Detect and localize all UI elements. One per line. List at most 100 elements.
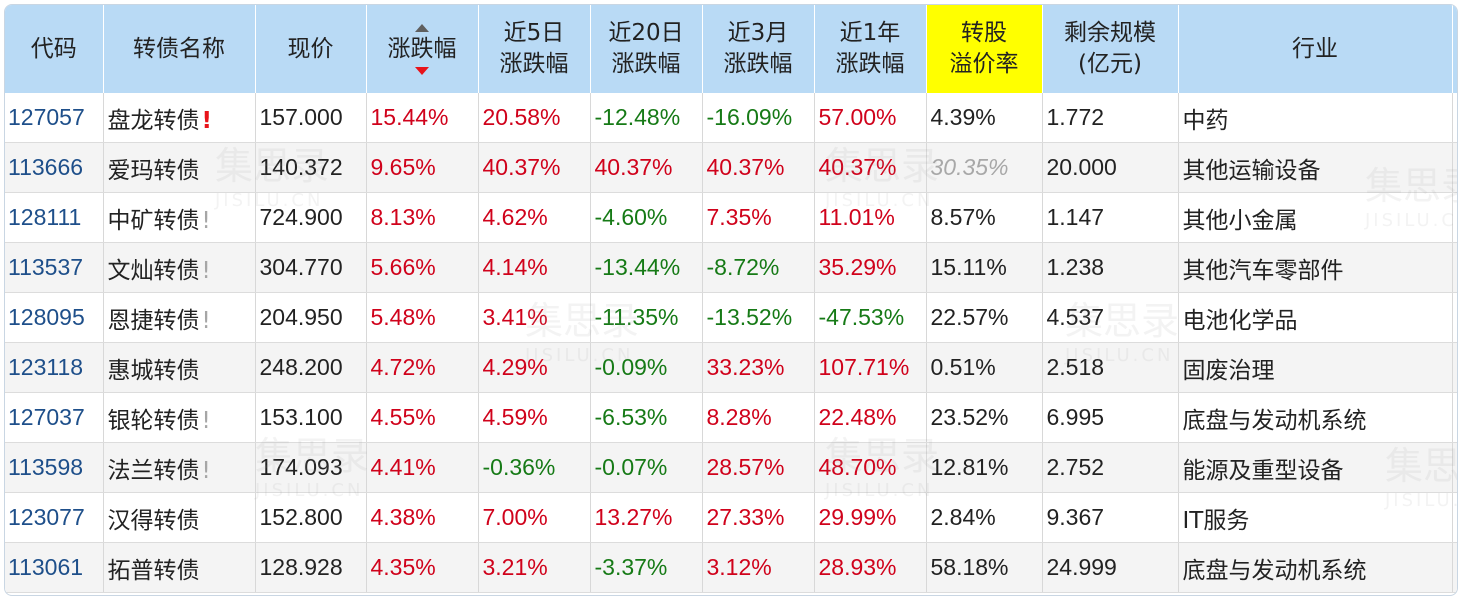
sort-asc-icon[interactable]: [415, 23, 429, 32]
bond-name-cell[interactable]: 文灿转债!: [103, 242, 256, 293]
overflow-cell: [1452, 442, 1457, 493]
change-cell: 15.44%: [366, 93, 479, 143]
bond-code-link[interactable]: 128095: [5, 292, 104, 343]
bond-name-cell[interactable]: 拓普转债: [103, 542, 256, 593]
industry-cell: 其他汽车零部件: [1178, 242, 1453, 293]
conversion-premium-cell: 23.52%: [926, 392, 1043, 443]
bond-name[interactable]: 文灿转债: [107, 257, 200, 284]
remaining-scale-cell: 20.000: [1042, 142, 1179, 193]
header-bond-name[interactable]: 转债名称: [103, 5, 256, 93]
price-cell: 153.100: [255, 392, 367, 443]
conversion-premium-cell: 12.81%: [926, 442, 1043, 493]
table-row[interactable]: 113598 法兰转债! 174.093 4.41% -0.36% -0.07% 28.57…: [5, 442, 1457, 493]
bond-name[interactable]: 中矿转债: [107, 207, 200, 234]
bond-name[interactable]: 法兰转债: [107, 457, 200, 484]
bond-name[interactable]: 汉得转债: [107, 507, 200, 534]
header-label: 现价: [287, 35, 334, 62]
bond-code-link[interactable]: 127057: [5, 93, 104, 143]
change-3m-cell: -8.72%: [702, 242, 815, 293]
header-remaining-scale[interactable]: 剩余规模 (亿元): [1042, 5, 1179, 93]
bond-name[interactable]: 惠城转债: [107, 357, 200, 384]
change-3m-cell: -16.09%: [702, 93, 815, 143]
bond-name-cell[interactable]: 银轮转债!: [103, 392, 256, 443]
price-cell: 157.000: [255, 93, 367, 143]
change-3m-cell: 8.28%: [702, 392, 815, 443]
header-overflow: [1452, 5, 1457, 93]
industry-cell: 底盘与发动机系统: [1178, 542, 1453, 593]
header-conversion-premium[interactable]: 转股 溢价率: [926, 5, 1043, 93]
header-code[interactable]: 代码: [5, 5, 104, 93]
overflow-cell: [1452, 542, 1457, 593]
overflow-cell: [1452, 242, 1457, 293]
industry-cell: IT服务: [1178, 492, 1453, 543]
overflow-cell: [1452, 292, 1457, 343]
change-1y-cell: 28.93%: [814, 542, 927, 593]
conversion-premium-cell: 2.84%: [926, 492, 1043, 543]
change-20d-cell: -3.37%: [590, 542, 703, 593]
bond-code-link[interactable]: 113666: [5, 142, 104, 193]
table-row[interactable]: 127057 盘龙转债! 157.000 15.44% 20.58% -12.48% -16…: [5, 93, 1457, 143]
warning-icon[interactable]: !: [201, 257, 211, 284]
warning-icon[interactable]: !: [201, 207, 211, 234]
bond-name[interactable]: 恩捷转债: [107, 307, 200, 334]
bond-code-link[interactable]: 123077: [5, 492, 104, 543]
table-row[interactable]: 113537 文灿转债! 304.770 5.66% 4.14% -13.44% -8.72…: [5, 242, 1457, 293]
header-change[interactable]: 涨跌幅: [366, 5, 479, 93]
bond-name[interactable]: 盘龙转债: [107, 107, 200, 134]
bond-name-cell[interactable]: 爱玛转债: [103, 142, 256, 193]
table-row[interactable]: 123118 惠城转债 248.200 4.72% 4.29% -0.09% 33.23% 1…: [5, 342, 1457, 393]
header-change-1y[interactable]: 近1年 涨跌幅: [814, 5, 927, 93]
header-label: 溢价率: [949, 51, 1019, 77]
header-change-20d[interactable]: 近20日 涨跌幅: [590, 5, 703, 93]
change-5d-cell: 7.00%: [478, 492, 591, 543]
table-body: 127057 盘龙转债! 157.000 15.44% 20.58% -12.48% -16…: [5, 93, 1457, 593]
table-row[interactable]: 128111 中矿转债! 724.900 8.13% 4.62% -4.60% 7.35% 1…: [5, 192, 1457, 243]
bond-name-cell[interactable]: 法兰转债!: [103, 442, 256, 493]
header-label: 近1年: [839, 20, 901, 46]
bond-name[interactable]: 爱玛转债: [107, 157, 200, 184]
price-cell: 174.093: [255, 442, 367, 493]
remaining-scale-cell: 1.772: [1042, 93, 1179, 143]
bond-code-link[interactable]: 113598: [5, 442, 104, 493]
table-row[interactable]: 128095 恩捷转债! 204.950 5.48% 3.41% -11.35% -13.5…: [5, 292, 1457, 343]
header-industry[interactable]: 行业: [1178, 5, 1453, 93]
warning-icon[interactable]: !: [201, 107, 213, 134]
sort-desc-icon[interactable]: [415, 66, 429, 75]
bond-code-link[interactable]: 128111: [5, 192, 104, 243]
bond-name-cell[interactable]: 恩捷转债!: [103, 292, 256, 343]
conversion-premium-cell: 22.57%: [926, 292, 1043, 343]
header-label: 转债名称: [133, 35, 225, 62]
change-5d-cell: -0.36%: [478, 442, 591, 493]
bond-name-cell[interactable]: 盘龙转债!: [103, 93, 256, 143]
industry-cell: 能源及重型设备: [1178, 442, 1453, 493]
table-row[interactable]: 123077 汉得转债 152.800 4.38% 7.00% 13.27% 27.33% 2…: [5, 492, 1457, 543]
industry-cell: 电池化学品: [1178, 292, 1453, 343]
table-row[interactable]: 113061 拓普转债 128.928 4.35% 3.21% -3.37% 3.12% 28…: [5, 542, 1457, 593]
warning-icon[interactable]: !: [201, 307, 211, 334]
change-3m-cell: -13.52%: [702, 292, 815, 343]
table-row[interactable]: 113666 爱玛转债 140.372 9.65% 40.37% 40.37% 40.37%…: [5, 142, 1457, 193]
bond-code-link[interactable]: 123118: [5, 342, 104, 393]
bond-name-cell[interactable]: 中矿转债!: [103, 192, 256, 243]
warning-icon[interactable]: !: [201, 407, 211, 434]
bond-code-link[interactable]: 113061: [5, 542, 104, 593]
change-cell: 5.66%: [366, 242, 479, 293]
header-change-3m[interactable]: 近3月 涨跌幅: [702, 5, 815, 93]
bond-name-cell[interactable]: 惠城转债: [103, 342, 256, 393]
price-cell: 204.950: [255, 292, 367, 343]
industry-cell: 其他小金属: [1178, 192, 1453, 243]
bond-code-link[interactable]: 127037: [5, 392, 104, 443]
bond-name-cell[interactable]: 汉得转债: [103, 492, 256, 543]
warning-icon[interactable]: !: [201, 457, 211, 484]
header-price[interactable]: 现价: [255, 5, 367, 93]
header-label: 转股: [961, 20, 1007, 46]
remaining-scale-cell: 6.995: [1042, 392, 1179, 443]
change-20d-cell: -13.44%: [590, 242, 703, 293]
table-row[interactable]: 127037 银轮转债! 153.100 4.55% 4.59% -6.53% 8.28% 2…: [5, 392, 1457, 443]
change-cell: 4.41%: [366, 442, 479, 493]
bond-code-link[interactable]: 113537: [5, 242, 104, 293]
bond-name[interactable]: 拓普转债: [107, 557, 200, 584]
header-change-5d[interactable]: 近5日 涨跌幅: [478, 5, 591, 93]
bond-name[interactable]: 银轮转债: [107, 407, 200, 434]
overflow-cell: [1452, 342, 1457, 393]
